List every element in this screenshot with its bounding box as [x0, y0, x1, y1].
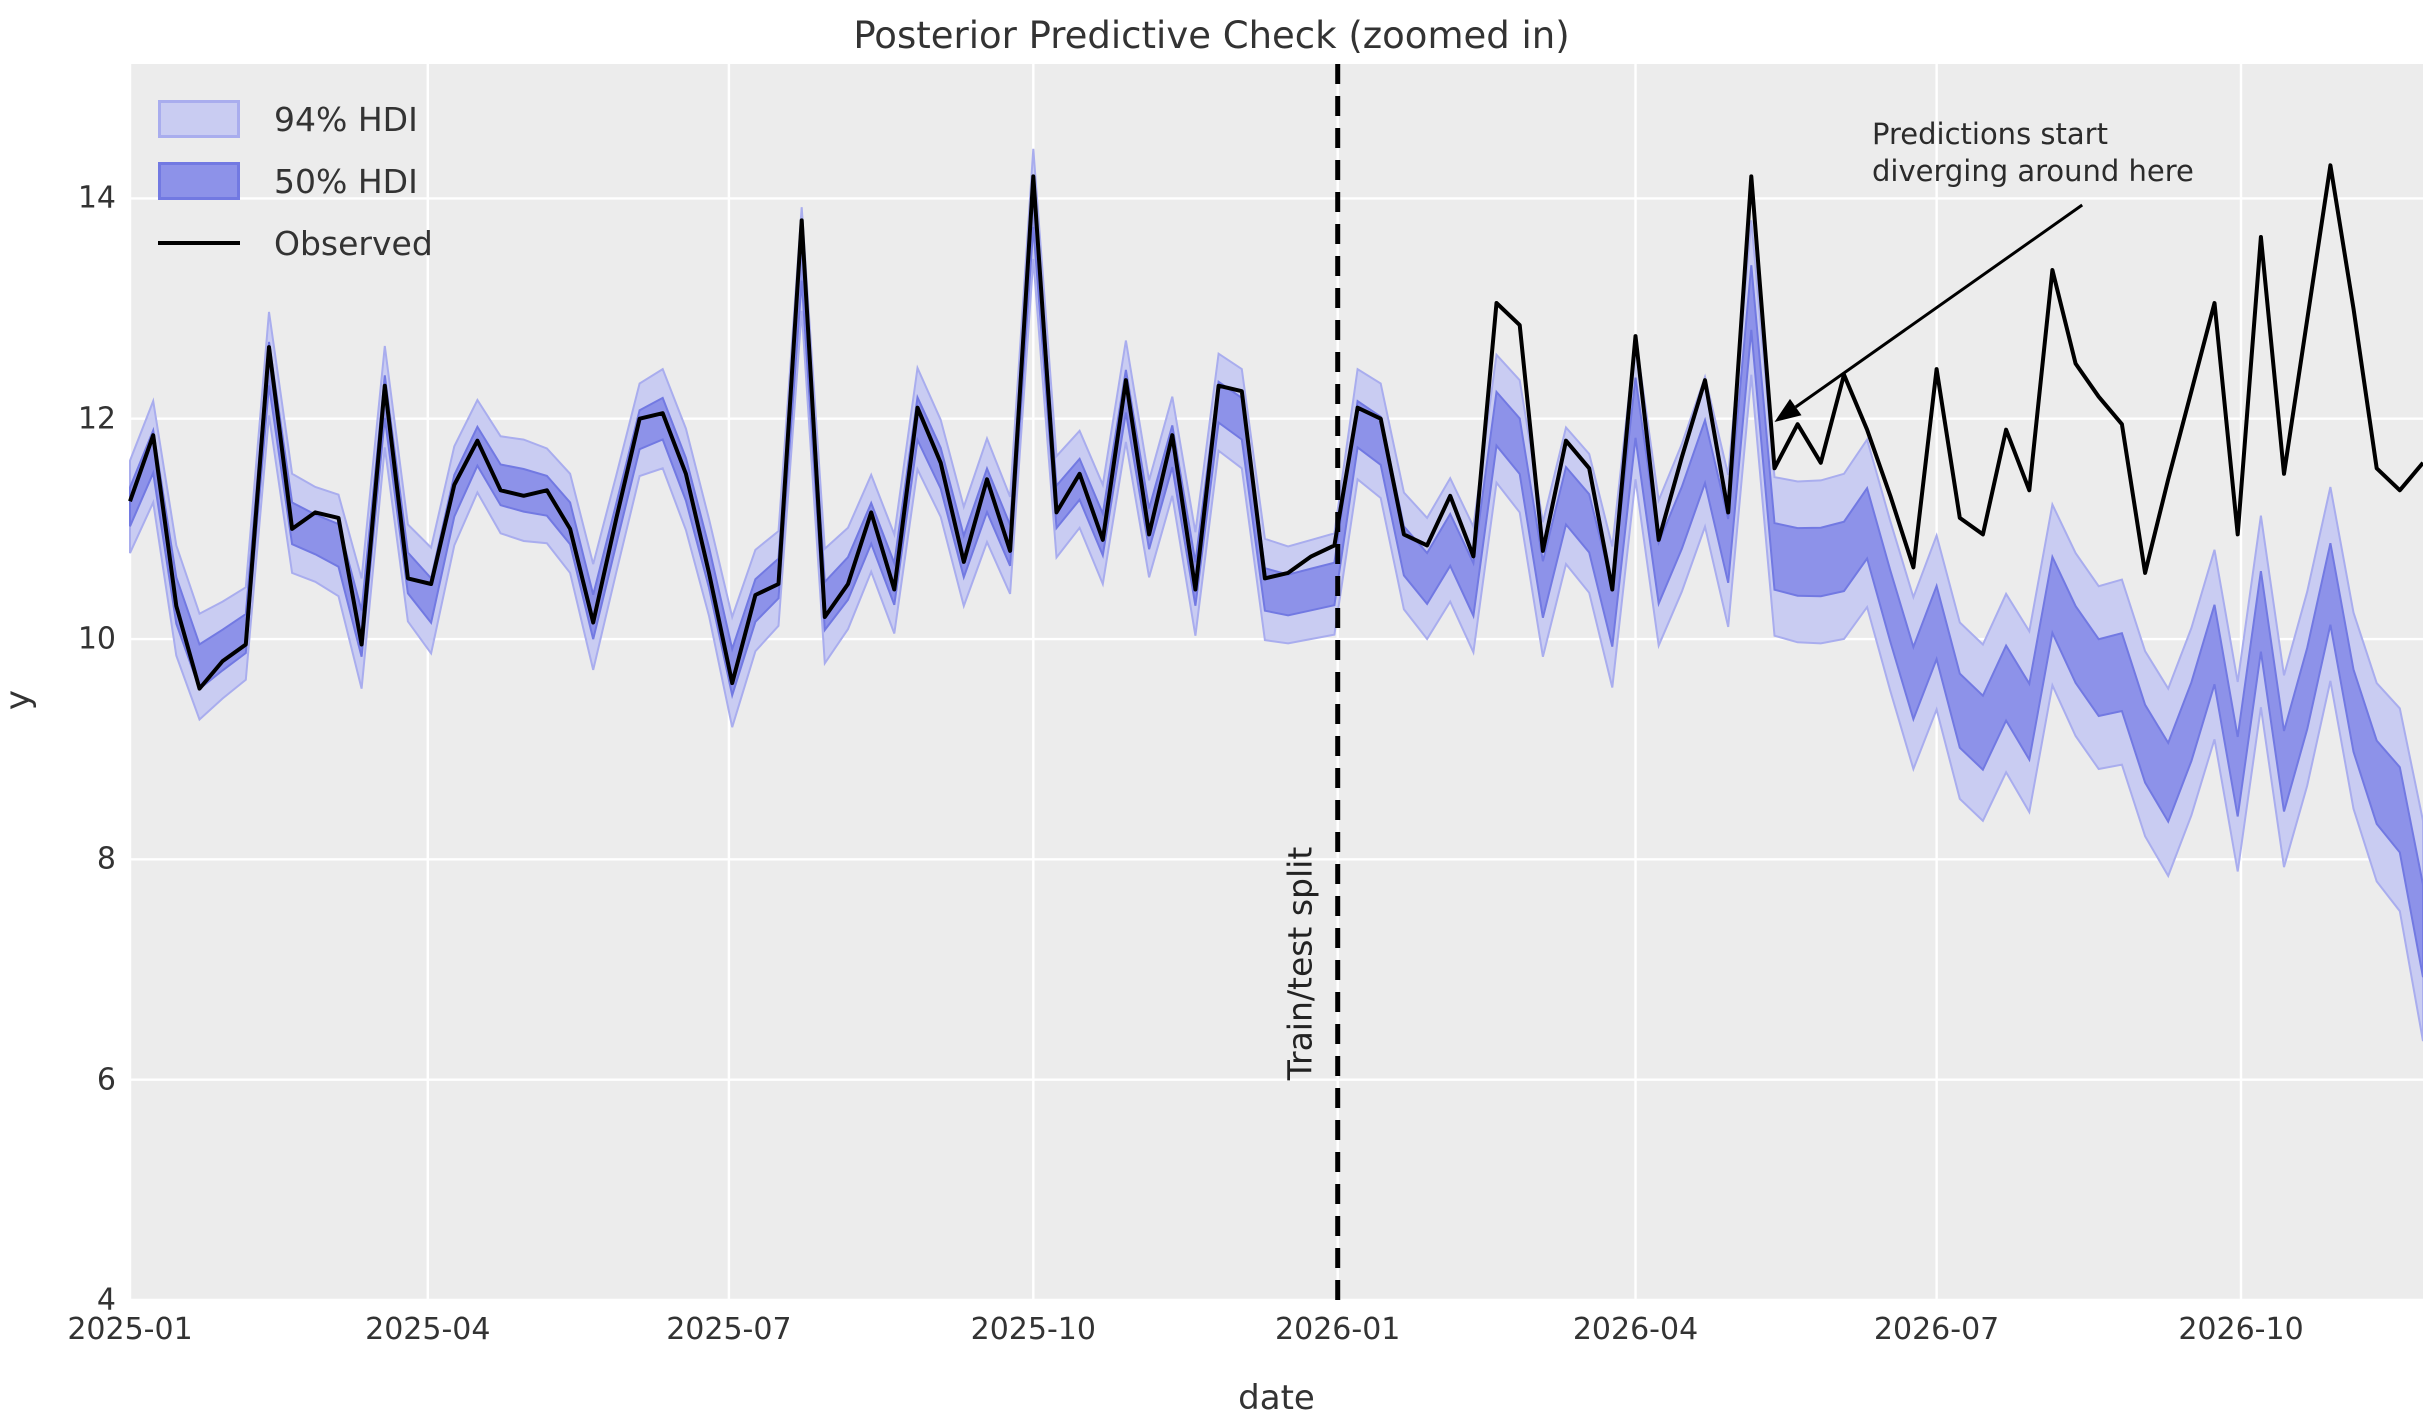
legend-label: Observed	[274, 223, 433, 263]
legend-label: 94% HDI	[274, 99, 418, 139]
x-tick-label: 2025-10	[970, 1312, 1096, 1347]
y-axis-label: y	[0, 689, 38, 711]
y-tick-label: 10	[77, 621, 116, 657]
legend-item-50-hdi: 50% HDI	[158, 150, 433, 212]
x-tick-label: 2025-01	[67, 1312, 193, 1347]
observed-line	[128, 163, 2423, 691]
annotation-line-2: diverging around here	[1872, 154, 2194, 189]
observed-line-swatch	[158, 241, 240, 245]
x-tick-label: 2026-04	[1572, 1312, 1699, 1347]
x-tick-label: 2025-07	[666, 1312, 792, 1347]
y-tick-label: 8	[96, 841, 116, 877]
y-tick-label: 14	[77, 180, 116, 216]
y-tick-label: 12	[77, 401, 116, 437]
y-tick-label: 6	[96, 1062, 116, 1098]
legend-item-observed: Observed	[158, 212, 433, 274]
divergence-annotation: Predictions start diverging around here	[1872, 116, 2194, 190]
x-tick-label: 2025-04	[365, 1312, 491, 1347]
x-tick-label: 2026-10	[2178, 1312, 2304, 1347]
legend-label: 50% HDI	[274, 161, 418, 201]
hdi94-swatch	[158, 100, 240, 138]
hdi50-band	[129, 180, 2423, 978]
y-tick-label: 4	[96, 1282, 116, 1318]
x-tick-label: 2026-07	[1873, 1312, 2000, 1347]
x-tick-label: 2026-01	[1275, 1312, 1401, 1347]
hdi50-swatch	[158, 162, 240, 200]
annotation-arrow-shaft	[1794, 203, 2084, 409]
annotation-line-1: Predictions start	[1872, 117, 2108, 151]
legend: 94% HDI 50% HDI Observed	[158, 88, 433, 274]
x-axis-label: date	[1238, 1378, 1315, 1418]
chart-title: Posterior Predictive Check (zoomed in)	[853, 14, 1570, 57]
legend-item-94-hdi: 94% HDI	[158, 88, 433, 150]
train-test-split-label: Train/test split	[1280, 846, 1320, 1081]
annotation-arrow-head	[1774, 398, 1802, 422]
